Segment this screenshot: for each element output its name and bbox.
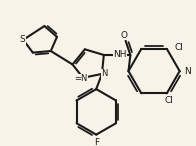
Text: Cl: Cl (174, 42, 183, 52)
Text: NH: NH (113, 51, 127, 59)
Text: F: F (94, 138, 99, 146)
Text: S: S (19, 35, 25, 44)
Text: O: O (120, 31, 127, 40)
Text: Cl: Cl (164, 96, 173, 105)
Text: =N: =N (74, 74, 88, 83)
Text: N: N (102, 69, 108, 78)
Text: N: N (184, 67, 191, 76)
